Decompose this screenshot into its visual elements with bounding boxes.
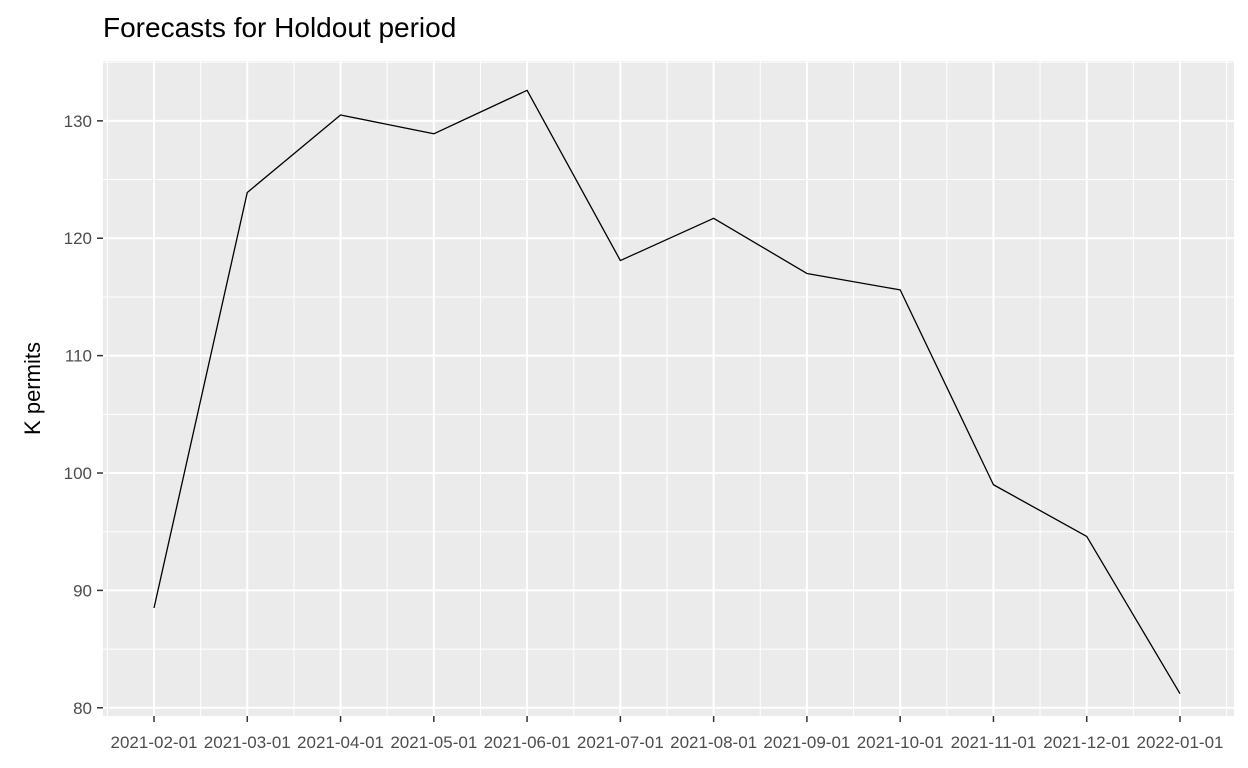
y-tick-label: 100	[64, 464, 92, 483]
x-tick-label: 2021-09-01	[763, 733, 850, 752]
x-tick-label: 2021-10-01	[857, 733, 944, 752]
y-tick-label: 80	[73, 699, 92, 718]
x-tick-label: 2021-02-01	[111, 733, 198, 752]
panel-background	[103, 61, 1234, 716]
series-layer	[153, 89, 1181, 695]
x-tick-label: 2021-11-01	[951, 733, 1037, 752]
y-tick-label: 90	[73, 581, 92, 600]
x-tick-label: 2022-01-01	[1137, 733, 1224, 752]
x-tick-label: 2021-07-01	[577, 733, 664, 752]
x-tick-label: 2021-03-01	[204, 733, 291, 752]
y-tick-label: 130	[64, 112, 92, 131]
x-tick-label: 2021-06-01	[484, 733, 571, 752]
y-axis-label: K permits	[20, 342, 45, 435]
series-line	[153, 89, 1181, 695]
minor-gridlines	[103, 61, 1234, 716]
y-tick-label: 110	[65, 347, 92, 366]
x-tick-label: 2021-04-01	[297, 733, 384, 752]
y-axis: 80 90 100 110 120 130	[64, 112, 103, 718]
x-axis: 2021-02-01 2021-03-01 2021-04-01 2021-05-01…	[111, 716, 1224, 752]
x-tick-label: 2021-05-01	[390, 733, 477, 752]
y-tick-label: 120	[64, 229, 92, 248]
x-tick-label: 2021-12-01	[1043, 733, 1130, 752]
chart-title: Forecasts for Holdout period	[103, 12, 457, 43]
x-tick-label: 2021-08-01	[670, 733, 757, 752]
